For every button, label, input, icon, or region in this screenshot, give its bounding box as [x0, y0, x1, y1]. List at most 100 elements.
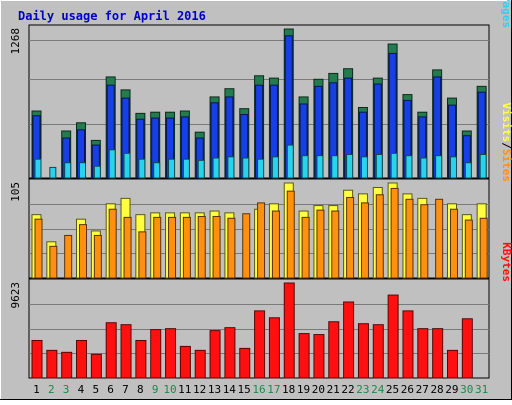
x-tick-label-day-13: 13 [208, 383, 221, 396]
bar-kbytes-day-15 [239, 347, 251, 379]
bar-pages-day-7 [123, 152, 131, 179]
bar-sites-day-29 [449, 208, 458, 279]
bar-sites-day-17 [271, 210, 280, 279]
bar-sites-day-26 [405, 198, 414, 279]
bar-pages-day-16 [257, 158, 265, 179]
bar-kbytes-day-8 [135, 339, 147, 379]
bar-kbytes-day-23 [357, 323, 369, 379]
bar-kbytes-day-22 [343, 301, 355, 379]
bar-pages-day-12 [197, 159, 205, 179]
bar-kbytes-day-28 [432, 328, 444, 379]
bar-sites-day-13 [212, 215, 221, 279]
panel-legend: Hits/Files/Pages [500, 0, 512, 28]
bar-kbytes-day-3 [61, 351, 73, 379]
x-tick-label-day-30: 30 [460, 383, 473, 396]
bar-sites-day-28 [435, 198, 444, 279]
y-axis-max-label: 1268 [9, 28, 22, 55]
bar-pages-day-4 [79, 162, 87, 179]
bar-sites-day-9 [153, 216, 162, 279]
bar-kbytes-day-20 [313, 334, 325, 379]
bar-sites-day-1 [34, 218, 43, 279]
legend-separator: / [500, 142, 512, 149]
bar-sites-day-25 [390, 187, 399, 279]
bar-pages-day-20 [316, 155, 324, 179]
x-tick-label-day-19: 19 [297, 383, 310, 396]
x-tick-label-day-12: 12 [193, 383, 206, 396]
bar-sites-day-2 [49, 245, 58, 279]
bar-pages-day-27 [420, 157, 428, 179]
bar-pages-day-9 [153, 162, 161, 179]
bar-kbytes-day-10 [165, 328, 177, 379]
bar-kbytes-day-1 [31, 339, 43, 379]
x-tick-label-day-10: 10 [163, 383, 176, 396]
bar-pages-day-5 [93, 165, 101, 179]
panel-kbytes: 9623 KBytes [9, 242, 512, 379]
bar-pages-day-21 [331, 155, 339, 179]
chart-panels: 1268 Hits/Files/Pages 105 Visits/Sites 9623 K… [9, 0, 512, 379]
bar-sites-day-19 [301, 216, 310, 279]
bar-pages-day-11 [182, 158, 190, 179]
bar-kbytes-day-29 [446, 349, 458, 379]
bar-kbytes-day-14 [224, 327, 236, 379]
bar-kbytes-day-24 [372, 324, 384, 379]
bar-sites-day-27 [420, 204, 429, 279]
bar-pages-day-30 [464, 162, 472, 179]
bar-kbytes-day-27 [417, 328, 429, 379]
x-tick-label-day-4: 4 [78, 383, 85, 396]
x-tick-label-day-11: 11 [178, 383, 191, 396]
bar-sites-day-6 [108, 208, 117, 279]
x-tick-label-day-26: 26 [401, 383, 414, 396]
x-tick-label-day-25: 25 [386, 383, 399, 396]
legend-kbytes: KBytes [500, 242, 512, 282]
bar-kbytes-day-6 [105, 322, 117, 379]
bar-sites-day-14 [227, 217, 236, 279]
bar-pages-day-6 [108, 149, 116, 179]
bar-pages-day-19 [301, 155, 309, 179]
x-tick-label-day-16: 16 [252, 383, 265, 396]
bar-sites-day-30 [464, 219, 473, 279]
bar-pages-day-29 [449, 156, 457, 179]
chart-title: Daily usage for April 2016 [18, 9, 206, 23]
bar-kbytes-day-13 [209, 330, 221, 379]
bar-sites-day-22 [346, 196, 355, 279]
x-tick-label-day-3: 3 [63, 383, 70, 396]
bar-pages-day-13 [212, 157, 220, 179]
bar-kbytes-day-19 [298, 333, 310, 379]
bar-kbytes-day-25 [387, 294, 399, 379]
x-tick-label-day-31: 31 [475, 383, 488, 396]
bar-kbytes-day-7 [120, 324, 132, 379]
x-tick-label-day-20: 20 [312, 383, 325, 396]
x-tick-label-day-8: 8 [137, 383, 144, 396]
bar-kbytes-day-30 [461, 318, 473, 379]
x-tick-label-day-7: 7 [122, 383, 129, 396]
bar-pages-day-28 [435, 155, 443, 179]
bar-sites-day-12 [197, 215, 206, 279]
bar-sites-day-23 [360, 202, 369, 279]
bar-sites-day-24 [375, 194, 384, 279]
bar-sites-day-5 [93, 234, 102, 279]
x-tick-label-day-28: 28 [430, 383, 443, 396]
bar-pages-day-17 [271, 156, 279, 179]
bar-pages-day-26 [405, 155, 413, 179]
bar-kbytes-day-18 [283, 282, 295, 379]
x-tick-label-day-14: 14 [223, 383, 237, 396]
bar-kbytes-day-5 [90, 353, 102, 379]
bar-kbytes-day-21 [328, 321, 340, 379]
x-tick-label-day-22: 22 [341, 383, 354, 396]
x-axis-day-labels: 1 2 3 4 5 6 7 8 9 10 11 12 13 14 15 16 17 18 19 20 21 22 23 24 2… [33, 383, 488, 396]
x-tick-label-day-21: 21 [327, 383, 340, 396]
x-tick-label-day-1: 1 [33, 383, 40, 396]
bar-pages-day-18 [286, 144, 294, 179]
bar-pages-day-15 [242, 157, 250, 179]
panel-pages-files-hits: 1268 Hits/Files/Pages [9, 0, 512, 179]
bar-sites-day-4 [79, 224, 88, 279]
bar-sites-day-31 [479, 217, 488, 279]
bar-sites-day-11 [182, 216, 191, 279]
bar-sites-day-8 [138, 231, 147, 279]
bar-kbytes-day-26 [402, 310, 414, 379]
bar-sites-day-18 [286, 190, 295, 279]
x-tick-label-day-29: 29 [445, 383, 458, 396]
bar-kbytes-day-2 [46, 349, 58, 379]
